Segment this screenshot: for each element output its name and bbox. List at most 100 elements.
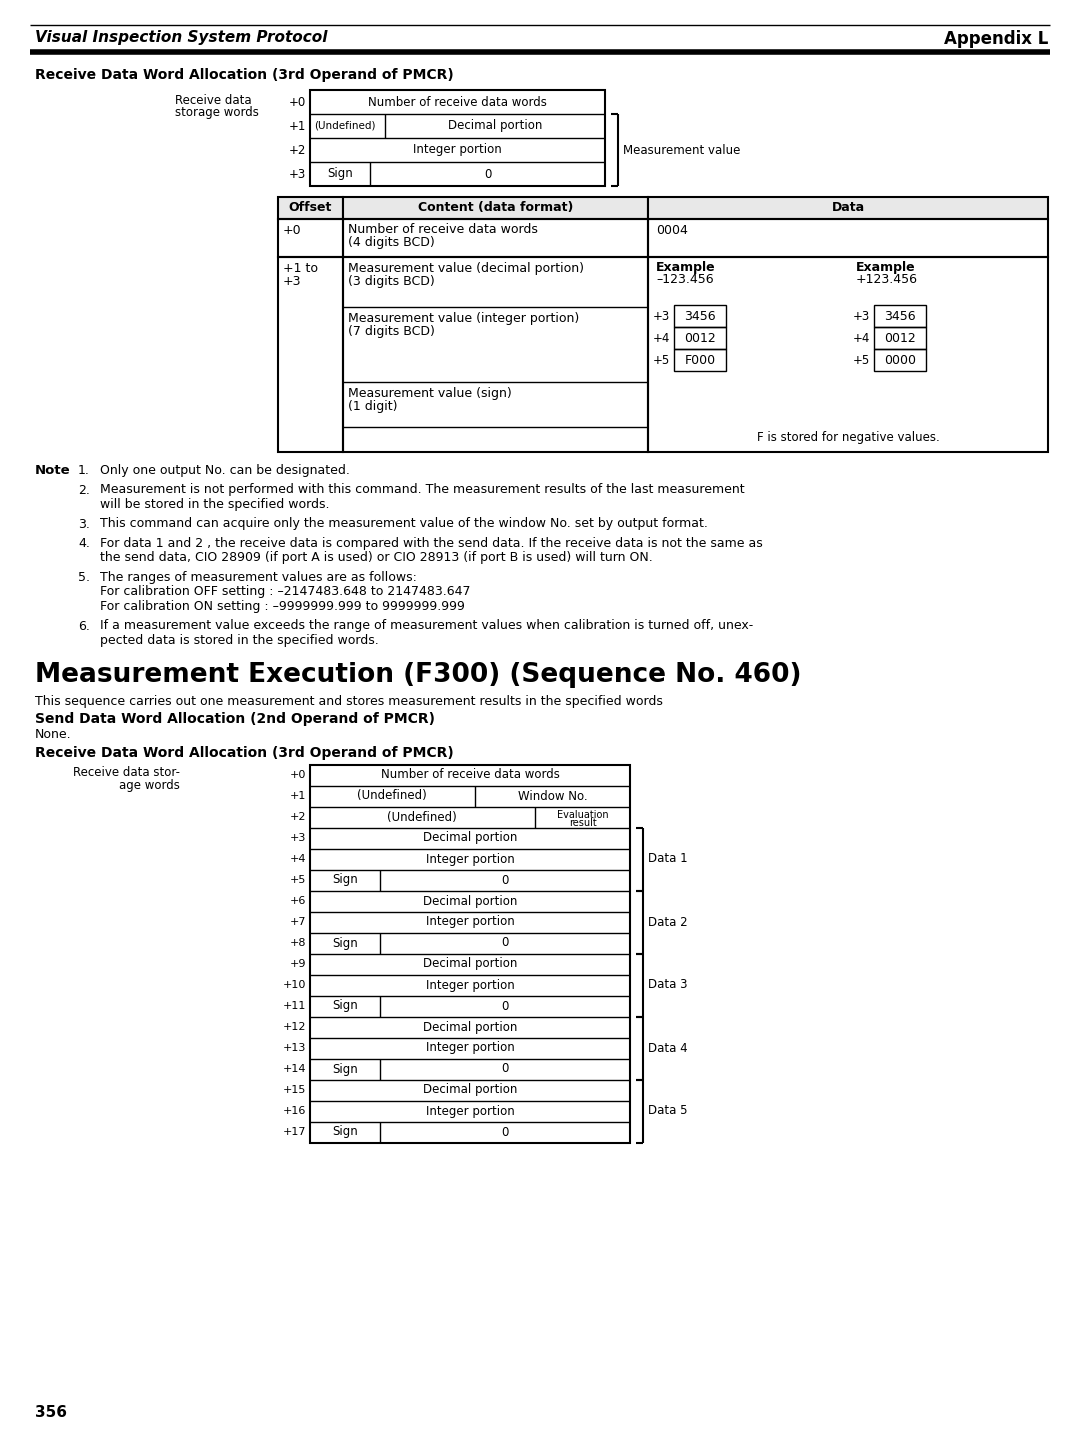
Text: 0012: 0012 [684,331,716,344]
Bar [674,327,726,349]
Text: 0: 0 [484,168,491,181]
Text: +14: +14 [283,1063,306,1073]
Text: 5.: 5. [78,571,90,584]
Text: 0: 0 [501,1062,509,1075]
Text: +3: +3 [283,276,301,288]
Text: Integer portion: Integer portion [426,979,514,992]
Text: +0: +0 [283,224,301,237]
Bar [343,197,648,220]
Text: +4: +4 [652,331,670,344]
Text: Sign: Sign [333,874,357,887]
Text: +1: +1 [288,119,306,132]
Text: result: result [569,818,596,828]
Text: +15: +15 [283,1085,306,1095]
Bar [278,197,343,220]
Text: Decimal portion: Decimal portion [422,957,517,970]
Bar [648,220,1048,257]
Text: +13: +13 [283,1043,306,1053]
Text: Number of receive data words: Number of receive data words [380,769,559,782]
Text: Offset: Offset [288,201,333,214]
Text: +0: +0 [289,771,306,781]
Bar [674,306,726,327]
Text: Visual Inspection System Protocol: Visual Inspection System Protocol [35,30,327,44]
Text: 3456: 3456 [685,310,716,323]
Text: 3456: 3456 [885,310,916,323]
Bar [874,306,926,327]
Text: +10: +10 [283,980,306,990]
Text: Data 1: Data 1 [648,852,688,865]
Text: +4: +4 [852,331,870,344]
Text: Integer portion: Integer portion [426,852,514,865]
Text: Appendix L: Appendix L [944,30,1048,47]
Text: Receive Data Word Allocation (3rd Operand of PMCR): Receive Data Word Allocation (3rd Operan… [35,67,454,82]
Text: Only one output No. can be designated.: Only one output No. can be designated. [100,464,350,476]
Text: Measurement value: Measurement value [623,144,741,156]
Text: For data 1 and 2 , the receive data is compared with the send data. If the recei: For data 1 and 2 , the receive data is c… [100,537,762,550]
Text: +3: +3 [652,310,670,323]
Text: will be stored in the specified words.: will be stored in the specified words. [100,498,329,511]
Text: 6.: 6. [78,620,90,633]
Text: 0: 0 [501,874,509,887]
Bar [278,257,343,452]
Text: Measurement value (decimal portion): Measurement value (decimal portion) [348,263,584,276]
Bar [648,197,1048,220]
Text: 0004: 0004 [656,224,688,238]
Text: Integer portion: Integer portion [426,1042,514,1055]
Text: Decimal portion: Decimal portion [422,831,517,845]
Bar [343,220,648,257]
Bar [874,349,926,372]
Text: Integer portion: Integer portion [414,144,502,156]
Text: This sequence carries out one measurement and stores measurement results in the : This sequence carries out one measuremen… [35,695,663,707]
Text: +5: +5 [652,353,670,366]
Text: +1: +1 [289,791,306,801]
Text: +3: +3 [853,310,870,323]
Text: Receive Data Word Allocation (3rd Operand of PMCR): Receive Data Word Allocation (3rd Operan… [35,746,454,761]
Text: F is stored for negative values.: F is stored for negative values. [757,432,940,445]
Text: Receive data: Receive data [175,95,252,108]
Text: (4 digits BCD): (4 digits BCD) [348,235,435,250]
Text: For calibration OFF setting : –2147483.648 to 2147483.647: For calibration OFF setting : –2147483.6… [100,585,471,598]
Text: Data 2: Data 2 [648,916,688,928]
Text: Receive data stor-: Receive data stor- [73,766,180,779]
Text: This command can acquire only the measurement value of the window No. set by out: This command can acquire only the measur… [100,518,707,531]
Text: Data 4: Data 4 [648,1042,688,1055]
Text: Sign: Sign [333,1000,357,1013]
Text: Integer portion: Integer portion [426,1105,514,1118]
Bar [648,257,1048,452]
Bar [343,257,648,452]
Bar [310,90,605,187]
Text: The ranges of measurement values are as follows:: The ranges of measurement values are as … [100,571,417,584]
Text: 4.: 4. [78,537,90,550]
Text: Send Data Word Allocation (2nd Operand of PMCR): Send Data Word Allocation (2nd Operand o… [35,713,435,726]
Text: Measurement is not performed with this command. The measurement results of the l: Measurement is not performed with this c… [100,484,744,497]
Text: Data 3: Data 3 [648,979,688,992]
Text: F000: F000 [685,353,716,366]
Text: +6: +6 [289,895,306,905]
Text: 0012: 0012 [885,331,916,344]
Text: 2.: 2. [78,484,90,497]
Text: None.: None. [35,729,71,742]
Text: +5: +5 [853,353,870,366]
Text: (1 digit): (1 digit) [348,400,397,413]
Text: (7 digits BCD): (7 digits BCD) [348,324,435,339]
Text: 1.: 1. [78,464,90,476]
Text: Example: Example [656,261,716,274]
Text: Measurement value (integer portion): Measurement value (integer portion) [348,311,579,324]
Bar [310,765,630,1142]
Bar [278,220,343,257]
Text: +2: +2 [288,144,306,156]
Text: Measurement value (sign): Measurement value (sign) [348,387,512,400]
Text: 356: 356 [35,1405,67,1421]
Text: Data 5: Data 5 [648,1105,688,1118]
Text: +16: +16 [283,1106,306,1116]
Text: Example: Example [856,261,916,274]
Text: Decimal portion: Decimal portion [422,1083,517,1096]
Text: Sign: Sign [333,1062,357,1075]
Text: 0000: 0000 [885,353,916,366]
Text: Measurement Execution (F300) (Sequence No. 460): Measurement Execution (F300) (Sequence N… [35,662,801,687]
Text: 0: 0 [501,1000,509,1013]
Bar [674,349,726,372]
Text: +3: +3 [289,832,306,842]
Text: 3.: 3. [78,518,90,531]
Text: +5: +5 [289,875,306,885]
